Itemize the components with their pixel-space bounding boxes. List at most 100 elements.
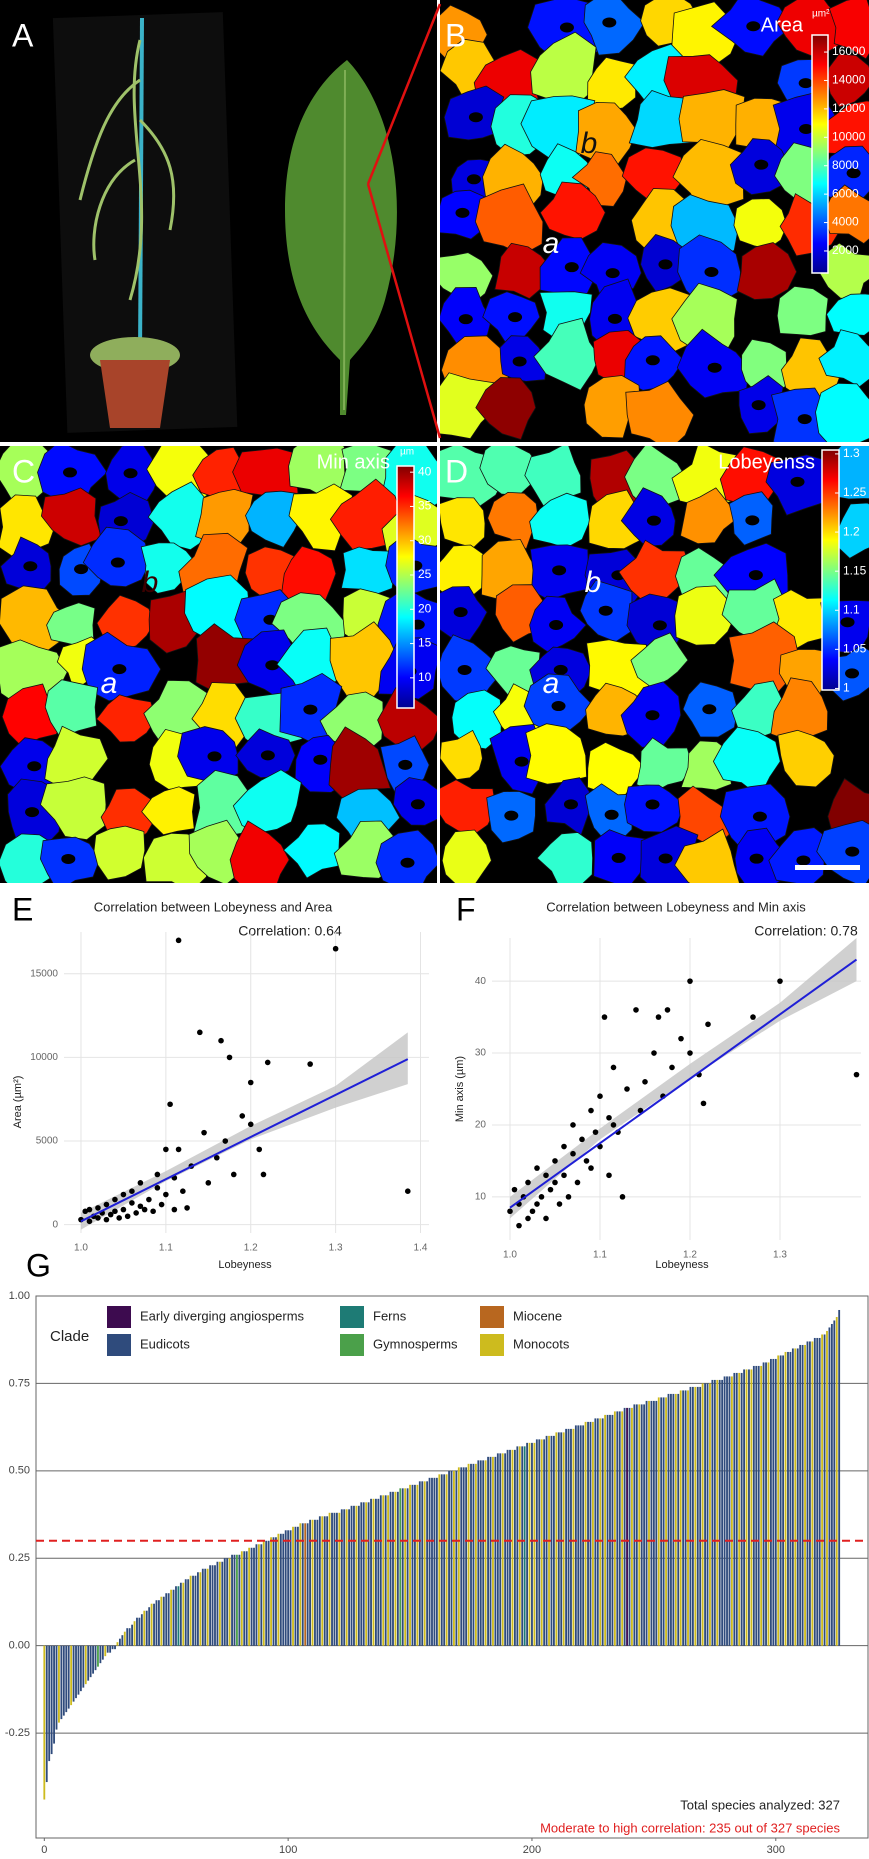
bar [565,1428,568,1646]
stoma [110,557,125,568]
stoma [702,704,717,715]
bar [370,1498,372,1646]
bar [179,1582,182,1646]
stoma [113,516,128,527]
legend-label: Eudicots [140,1336,190,1351]
bar [718,1379,721,1646]
point [678,1035,684,1042]
bar [757,1365,760,1646]
stoma [598,605,613,616]
bar [589,1421,592,1646]
bar [55,1645,58,1730]
point [95,1215,101,1221]
cell [229,820,290,883]
bar [557,1432,560,1646]
bar [555,1432,558,1646]
point [687,1050,693,1056]
stoma [645,355,660,366]
bar [704,1383,706,1646]
point [592,1129,599,1135]
bar [465,1467,468,1646]
bar [613,1411,616,1646]
bar [657,1397,660,1646]
cell [44,679,99,739]
bar [157,1600,160,1646]
bar [518,1446,521,1646]
bar [101,1645,104,1660]
legend-swatch [340,1334,364,1356]
stoma [512,356,527,367]
bar [170,1589,173,1646]
bar [494,1456,497,1646]
stoma [704,267,719,278]
bar [721,1379,724,1646]
bar [604,1414,607,1646]
bar [409,1484,411,1646]
bar [662,1397,665,1646]
bar [167,1593,170,1646]
y-axis-label: Area (µm²) [12,1076,24,1129]
legend-label: Early diverging angiosperms [140,1308,305,1323]
point [633,1007,639,1013]
bar [411,1484,414,1646]
bar [772,1358,775,1646]
x-tick-label: 200 [523,1844,541,1856]
legend-swatch [107,1334,131,1356]
y-tick-label: 15000 [30,968,58,979]
bar [304,1523,307,1646]
cell [625,380,695,442]
stoma [605,268,620,279]
bar [601,1418,604,1646]
bar [435,1477,438,1646]
cell [539,181,606,240]
bar [804,1344,806,1646]
bar [440,1474,443,1646]
bar [401,1488,404,1646]
stoma [602,17,617,28]
bar [801,1344,804,1646]
bar [745,1369,748,1646]
bar [777,1355,780,1646]
stoma [846,168,861,179]
point [103,1216,110,1223]
cell [340,546,395,596]
bar [645,1400,648,1646]
point [247,1079,254,1086]
point [588,1107,594,1114]
point [516,1222,522,1229]
bar [145,1610,148,1646]
bar [484,1460,487,1646]
bar [826,1330,828,1646]
bar [511,1449,514,1646]
bar [782,1355,785,1646]
plant-photo [52,3,442,439]
point [606,1172,612,1179]
cell [377,687,437,754]
chart-title: Correlation between Lobeyness and Min ax… [546,899,806,914]
cell [680,487,741,545]
bar [572,1428,575,1646]
bar [204,1568,207,1646]
bar [445,1474,448,1646]
bar [516,1446,519,1646]
colorbar-tick-label: 1.2 [843,524,860,538]
bar [694,1386,697,1646]
stoma [748,570,763,581]
bar [133,1621,136,1646]
y-tick-label: 40 [475,976,487,987]
stoma [645,710,660,721]
bar [377,1498,380,1646]
stoma [458,314,473,325]
bar [609,1414,611,1646]
bar [48,1645,51,1762]
bar [794,1348,797,1646]
bar [611,1414,614,1646]
panel-label: D [445,453,468,489]
stoma [752,811,767,822]
chart-title: Correlation between Lobeyness and Area [94,899,333,914]
bar [711,1379,714,1646]
bar [631,1407,633,1646]
stoma [313,754,328,765]
bar [289,1530,292,1646]
bar [823,1334,826,1646]
